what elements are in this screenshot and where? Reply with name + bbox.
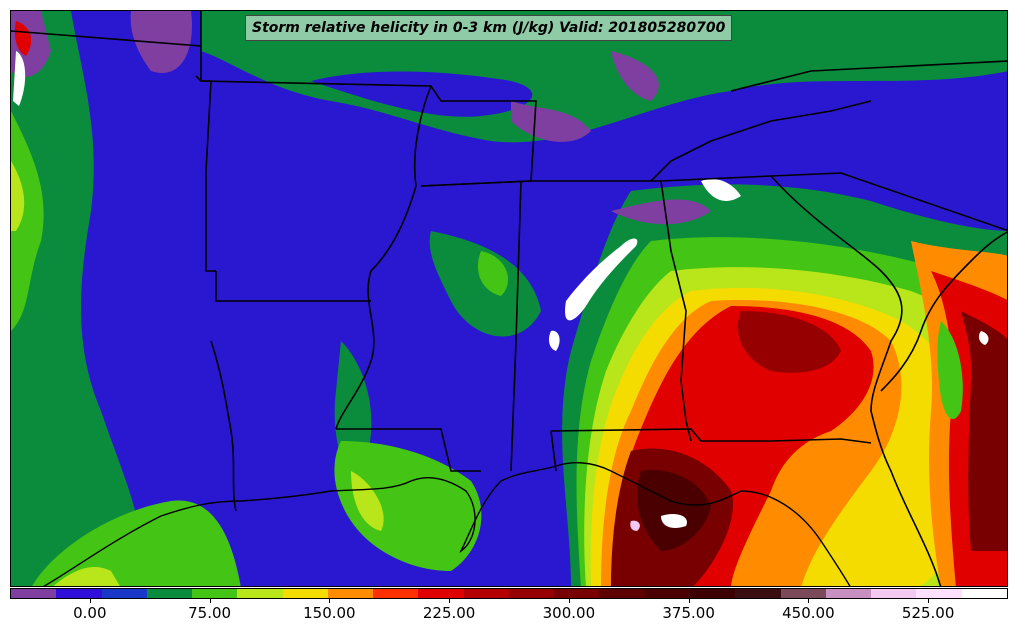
colorbar-tick-mark [209,599,211,603]
colorbar-tick-label: 450.00 [782,604,835,622]
colorbar-segment [11,589,57,598]
colorbar-tick-label: 150.00 [303,604,356,622]
colorbar-tick-label: 300.00 [542,604,596,622]
colorbar-tick-mark [449,599,451,603]
helicity-field-map [11,11,1007,586]
map-title-box: Storm relative helicity in 0-3 km (J/kg)… [245,15,733,41]
colorbar-segment [373,589,419,598]
colorbar-tick-mark [89,599,91,603]
coastline [43,462,851,586]
colorbar-segment [554,589,600,598]
field-far-east-darkred [961,311,1007,551]
colorbar-segment [689,589,736,598]
field-north-blue [311,71,533,117]
colorbar-segment [327,589,374,598]
field-far-east-green [937,321,963,420]
colorbar-segment [916,589,962,598]
colorbar-tick-mark [568,599,570,603]
field-west-lime [11,111,44,331]
colorbar-segment [735,589,781,598]
map-title: Storm relative helicity in 0-3 km (J/kg)… [252,20,726,36]
colorbar-segment [146,589,193,598]
field-white-streak-1 [565,238,638,321]
colorbar-segment [961,589,1007,598]
colorbar-segment [56,589,102,598]
colorbar [10,588,1008,599]
field-west-yellow [11,161,25,231]
state-boundaries [11,11,1007,586]
colorbar-tick-mark [808,599,810,603]
field-gulf-green [32,500,241,586]
field-purple-streak [611,199,711,225]
colorbar-segment [192,589,238,598]
field-gulf-lime [53,567,120,586]
field-central-green-1 [334,341,372,473]
field-east-white-2 [630,520,640,531]
field-east-maroon [637,470,711,551]
colorbar-segment [508,589,555,598]
field-east-white-1 [661,514,687,528]
colorbar-tick-label: 0.00 [73,604,107,622]
field-north-purple-1 [511,101,591,142]
colorbar-tick-mark [688,599,690,603]
field-south-green [334,441,482,571]
field-south-lime [351,471,384,531]
colorbar-segment [282,589,328,598]
map-panel [10,10,1008,587]
field-nw-red [14,21,32,56]
field-far-east-white [978,331,989,345]
colorbar-tick-label: 375.00 [662,604,715,622]
colorbar-segment [463,589,509,598]
colorbar-tick-label: 525.00 [901,604,955,622]
colorbar-segment [871,589,917,598]
field-north-green [201,11,1007,143]
colorbar-tick-label: 75.00 [188,604,232,622]
field-west-green [11,11,143,586]
colorbar-segment [237,589,283,598]
colorbar-tick-mark [928,599,930,603]
colorbar-tick-label: 225.00 [422,604,476,622]
colorbar-segment [101,589,147,598]
field-white-streak-3 [548,330,560,351]
colorbar-ticks: 0.00 75.00 150.00 225.00 300.00 375.00 450.00 5… [10,599,1008,629]
colorbar-segment [825,589,872,598]
field-nw-white [13,51,26,106]
colorbar-tick-mark [329,599,331,603]
field-north-purple-2 [611,51,659,101]
field-north-purple-3 [130,11,192,73]
field-central-lime-1 [477,251,509,296]
colorbar-segment [780,589,826,598]
colorbar-segment [599,589,645,598]
field-white-streak-2 [701,179,741,201]
colorbar-segment [644,589,690,598]
colorbar-segment [418,589,464,598]
field-east-darkred-1 [737,311,841,373]
